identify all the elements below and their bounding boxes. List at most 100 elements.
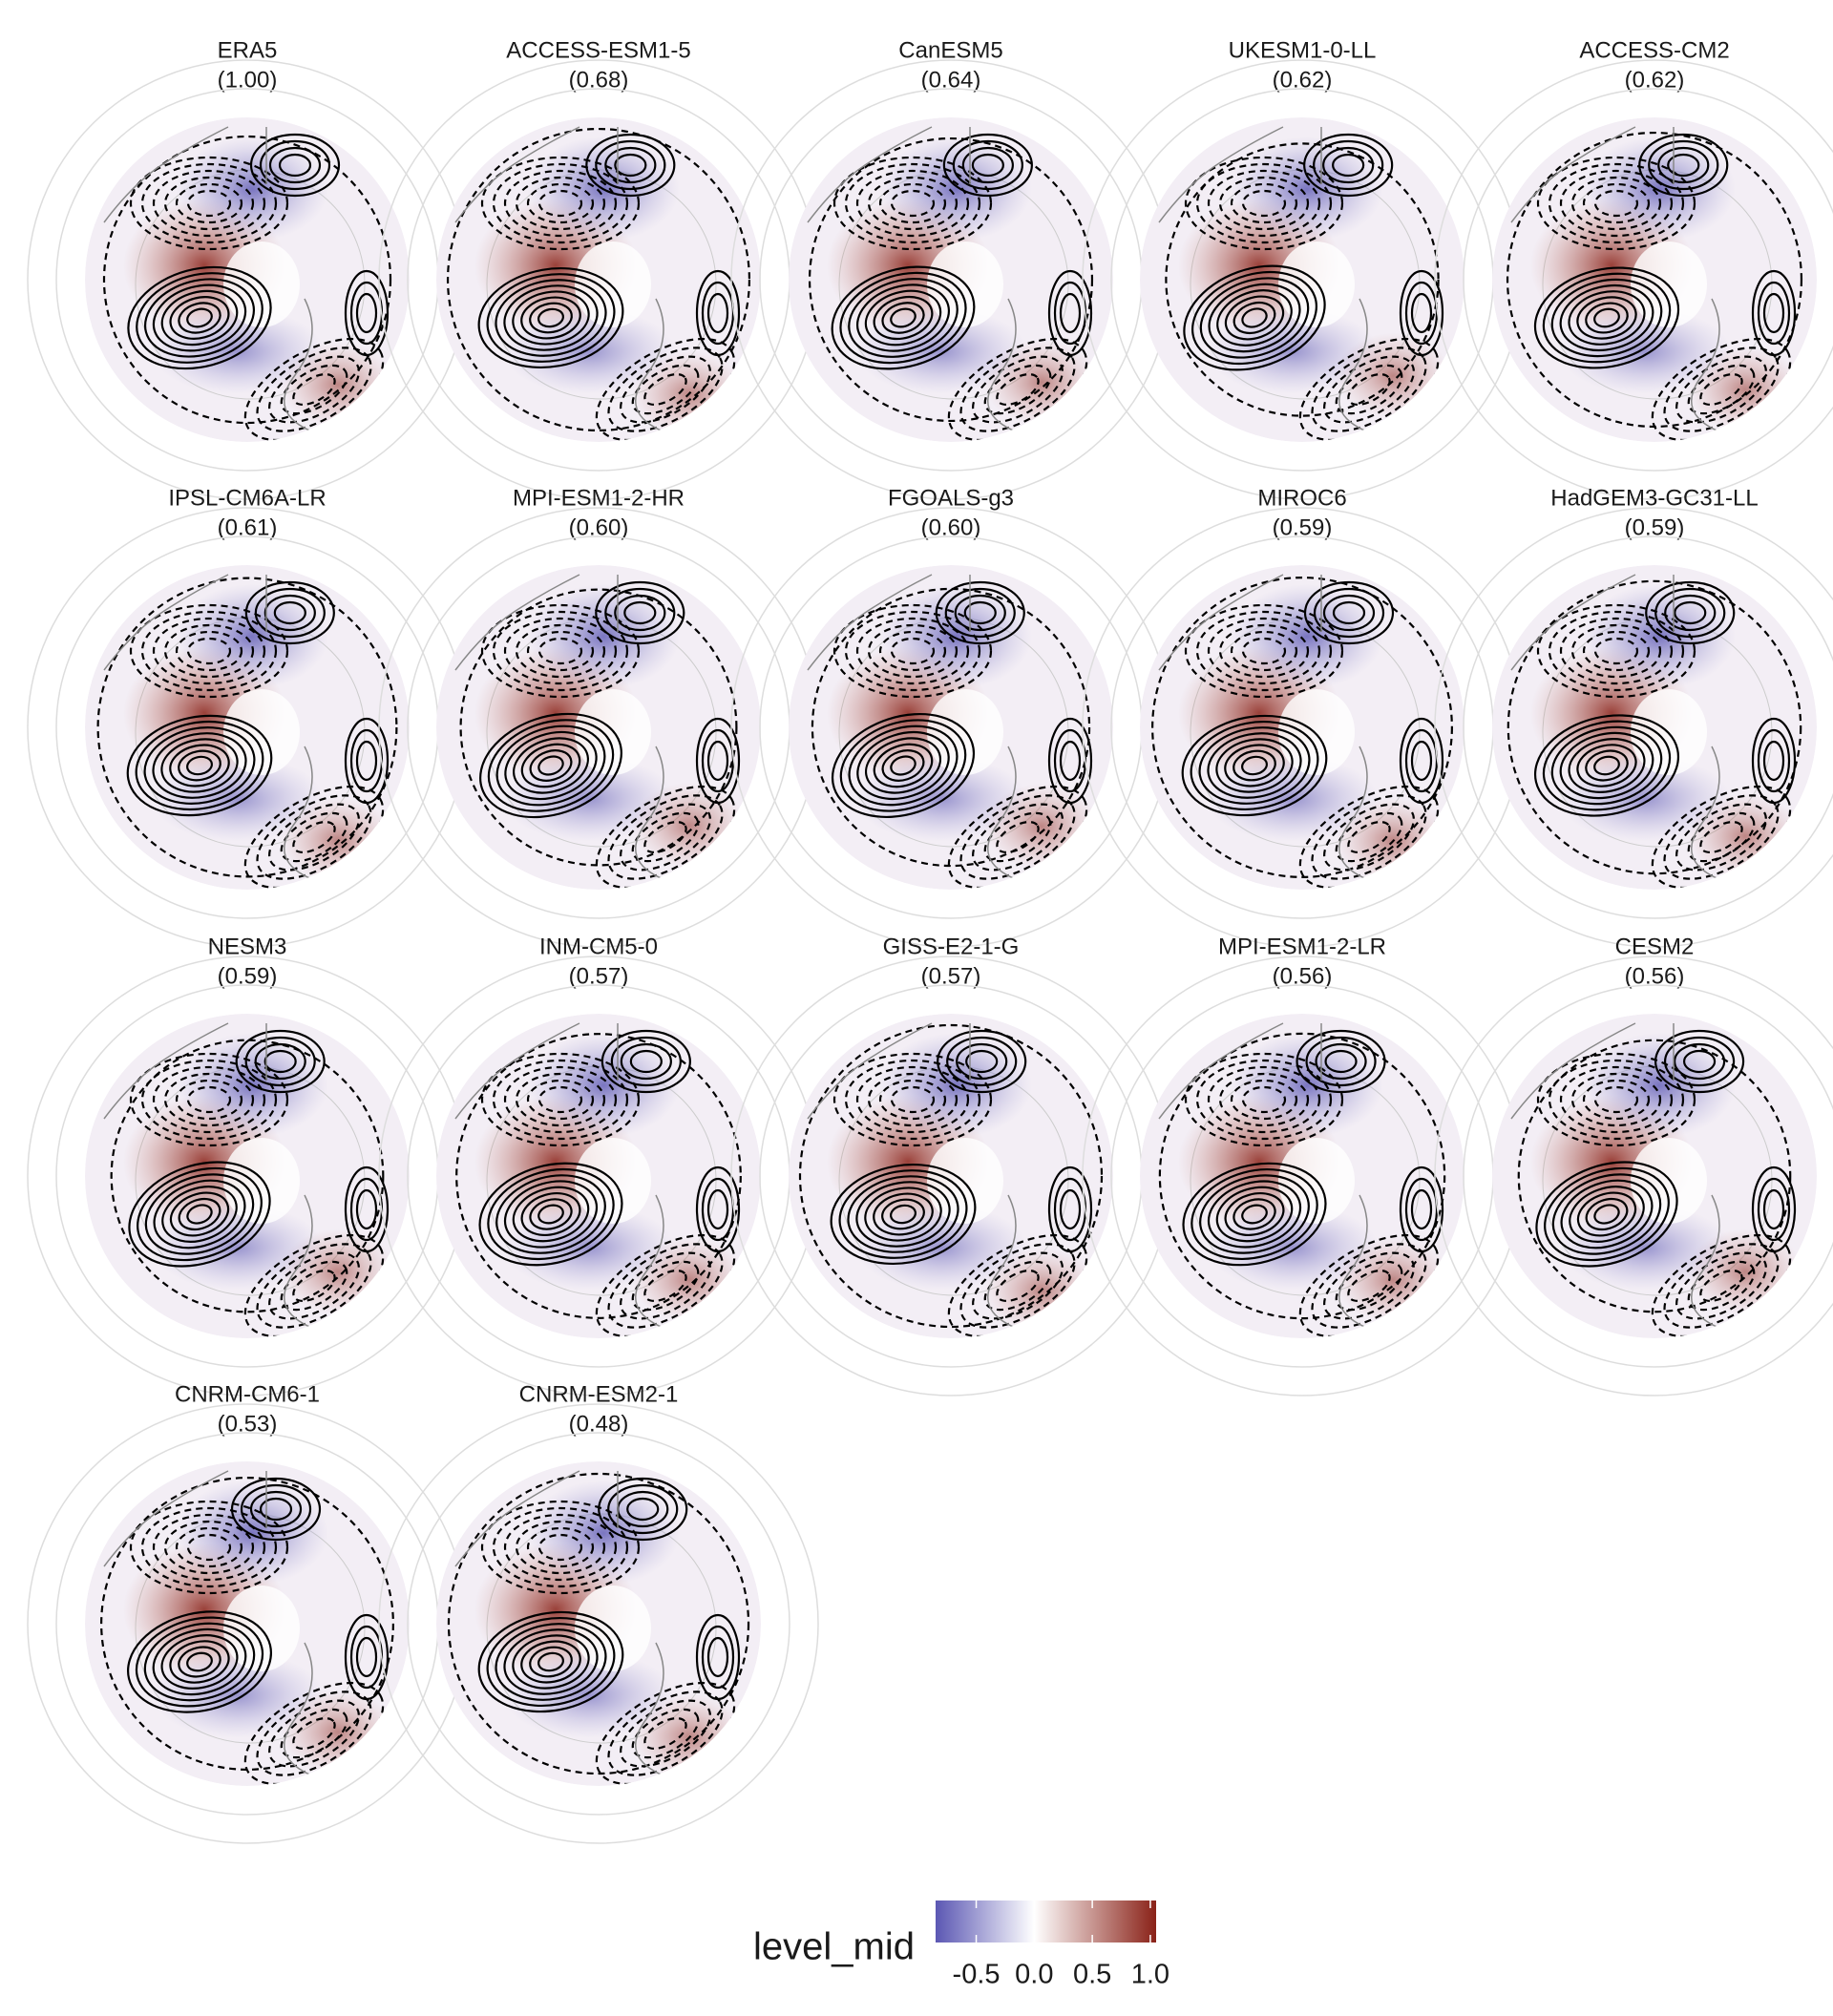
- contour: [1233, 301, 1276, 335]
- contour: [512, 1634, 590, 1690]
- contour-dashed: [1207, 617, 1321, 685]
- contour: [873, 295, 934, 341]
- contour: [1559, 731, 1654, 800]
- contour: [152, 1628, 247, 1696]
- contour-dashed: [1195, 162, 1333, 244]
- white-pole: [223, 689, 300, 775]
- contour-dashed: [163, 623, 255, 679]
- contour: [520, 1640, 581, 1684]
- contour: [1241, 755, 1268, 776]
- contour: [1585, 1197, 1629, 1231]
- contour-dashed: [526, 1526, 595, 1568]
- blue-anomaly: [527, 1480, 680, 1586]
- contour-dashed: [1663, 794, 1780, 880]
- contour: [537, 755, 564, 776]
- contour-dashed: [643, 821, 687, 853]
- contour-dashed: [867, 1072, 959, 1127]
- contour-dashed: [855, 1065, 970, 1134]
- contour: [944, 587, 1016, 639]
- contour: [126, 1610, 273, 1713]
- contour: [626, 1497, 660, 1522]
- contour-dashed: [1347, 821, 1391, 853]
- contour-dashed: [607, 1690, 724, 1776]
- contour-dashed: [140, 162, 278, 244]
- polar-map: [1140, 117, 1464, 442]
- contour: [838, 1169, 968, 1259]
- contour: [169, 744, 230, 788]
- contour: [1241, 1204, 1268, 1225]
- contour: [1224, 295, 1285, 341]
- polar-map: [85, 565, 410, 890]
- contour-dashed: [890, 637, 936, 665]
- panel-title: FGOALS-g3: [888, 485, 1014, 511]
- contour-dashed: [100, 1477, 394, 1771]
- contour-dashed: [1570, 623, 1662, 679]
- contour-dashed: [280, 811, 348, 863]
- contour: [1324, 1049, 1358, 1074]
- contour: [935, 580, 1025, 645]
- colorbar-tick-label: 0.5: [1073, 1960, 1111, 1990]
- contour: [623, 600, 657, 625]
- polar-map: [789, 1014, 1113, 1338]
- contour: [178, 1646, 221, 1678]
- contour-dashed: [607, 346, 724, 432]
- contour-dashed: [1548, 162, 1685, 244]
- contour: [169, 296, 230, 340]
- contour-dashed: [1559, 617, 1674, 685]
- contour: [1224, 744, 1285, 788]
- contour-dashed: [492, 1506, 629, 1588]
- contour-dashed: [972, 1251, 1064, 1320]
- graticule: [1434, 507, 1833, 948]
- contour-dashed: [1335, 364, 1403, 415]
- polar-map: [85, 117, 410, 442]
- colorbar-tick-label: 0.0: [1015, 1960, 1053, 1990]
- contour: [1410, 292, 1433, 334]
- contour: [1663, 1036, 1736, 1087]
- contour-dashed: [1687, 1260, 1756, 1312]
- contour: [1645, 580, 1736, 645]
- contour-dashed: [152, 1513, 266, 1582]
- contour-dashed: [855, 169, 970, 238]
- panel-title: GISS-E2-1-G: [883, 934, 1020, 959]
- blue-anomaly: [855, 756, 1027, 842]
- contour: [135, 1616, 264, 1708]
- blue-anomaly: [1559, 308, 1731, 394]
- contour: [143, 726, 256, 805]
- contour-dashed: [1699, 1270, 1743, 1302]
- blue-anomaly: [1583, 584, 1736, 689]
- blue-anomaly: [1559, 756, 1731, 842]
- contour-dashed: [129, 1500, 289, 1595]
- contour: [537, 307, 564, 328]
- contour: [503, 1180, 599, 1249]
- contour-dashed: [1559, 169, 1674, 238]
- contour: [1190, 720, 1319, 811]
- contour-dashed: [163, 1072, 255, 1127]
- contour: [1199, 277, 1310, 359]
- contour-dashed: [867, 176, 959, 231]
- contour-dashed: [878, 182, 947, 224]
- contour: [1551, 1173, 1662, 1255]
- contour-dashed: [140, 1059, 278, 1141]
- contour: [153, 1179, 246, 1250]
- blue-anomaly: [1207, 308, 1379, 394]
- contour-dashed: [186, 637, 232, 665]
- contour: [529, 1198, 573, 1230]
- contour: [186, 307, 213, 328]
- contour-dashed: [620, 803, 711, 872]
- contour: [495, 1174, 606, 1254]
- graticule: [1434, 59, 1833, 500]
- contour: [881, 302, 925, 334]
- contour: [152, 284, 247, 352]
- contour-dashed: [1559, 1065, 1674, 1134]
- contour-dashed: [1593, 1085, 1639, 1114]
- blue-anomaly: [855, 1205, 1027, 1291]
- contour-dashed: [1570, 1072, 1662, 1127]
- polar-map: [789, 565, 1113, 890]
- contour: [614, 153, 647, 178]
- contour: [585, 133, 676, 198]
- contour-dashed: [480, 603, 641, 699]
- contour: [1569, 1186, 1645, 1243]
- contour-dashed: [844, 1059, 981, 1141]
- graticule: [1463, 536, 1833, 919]
- contour: [254, 1042, 306, 1081]
